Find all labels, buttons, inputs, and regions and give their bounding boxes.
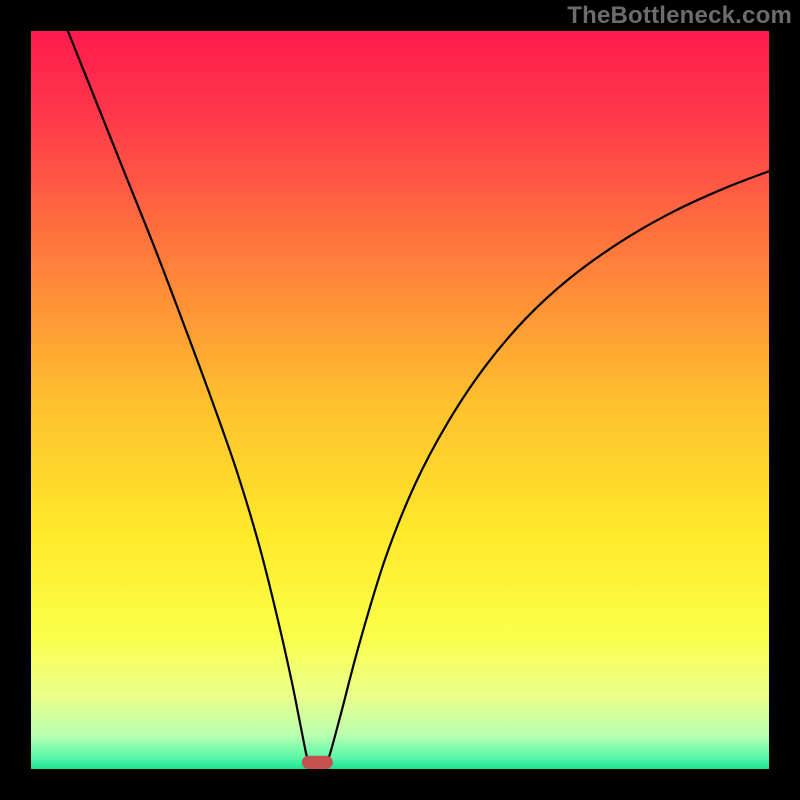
chart-frame: TheBottleneck.com (0, 0, 800, 800)
bottleneck-chart (0, 0, 800, 800)
plot-background (31, 31, 769, 769)
optimum-marker (302, 756, 333, 769)
